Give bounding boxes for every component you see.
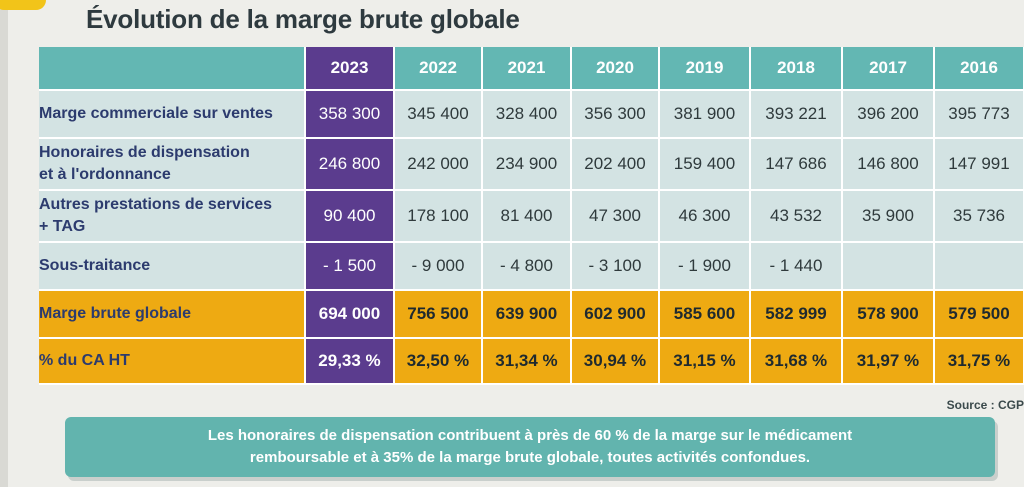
slide-left-edge xyxy=(0,0,8,487)
value-cell-2016: 35 736 xyxy=(934,190,1024,243)
year-header-2021: 2021 xyxy=(482,47,572,91)
year-header-2020: 2020 xyxy=(571,47,660,91)
year-header-row: 2023 2022 2021 2020 2019 2018 2017 2016 xyxy=(39,47,1024,91)
callout-line-2: remboursable et à 35% de la marge brute … xyxy=(249,449,811,466)
value-cell-2020: 47 300 xyxy=(571,190,660,243)
row-label-line: Honoraires de dispensation xyxy=(39,144,250,161)
value-cell-2023: 246 800 xyxy=(305,138,395,191)
row-honoraires: Honoraires de dispensation et à l'ordonna… xyxy=(39,138,1024,191)
value-cell-2020: 202 400 xyxy=(571,138,660,191)
source-note: Source : CGP xyxy=(946,398,1024,412)
value-cell-2018: 582 999 xyxy=(750,290,843,339)
value-cell-2021: 639 900 xyxy=(482,290,572,339)
value-cell-2017: 31,97 % xyxy=(842,338,935,385)
value-cell-2020: - 3 100 xyxy=(571,242,660,291)
row-label: Marge commerciale sur ventes xyxy=(39,90,306,139)
value-cell-2022: - 9 000 xyxy=(394,242,483,291)
row-label-line: Marge commerciale sur ventes xyxy=(39,105,273,122)
value-cell-2022: 178 100 xyxy=(394,190,483,243)
callout-line-1: Les honoraires de dispensation contribue… xyxy=(207,427,853,444)
year-header-2018: 2018 xyxy=(750,47,843,91)
value-cell-2021: 81 400 xyxy=(482,190,572,243)
value-cell-2018: 393 221 xyxy=(750,90,843,139)
value-cell-2016 xyxy=(934,242,1024,291)
value-cell-2022: 32,50 % xyxy=(394,338,483,385)
row-label: Marge brute globale xyxy=(39,290,306,339)
value-cell-2016: 395 773 xyxy=(934,90,1024,139)
row-autres-prestations: Autres prestations de services + TAG 90 40… xyxy=(39,190,1024,243)
value-cell-2020: 356 300 xyxy=(571,90,660,139)
value-cell-2022: 345 400 xyxy=(394,90,483,139)
row-label: Autres prestations de services + TAG xyxy=(39,190,306,243)
value-cell-2020: 602 900 xyxy=(571,290,660,339)
value-cell-2022: 756 500 xyxy=(394,290,483,339)
value-cell-2021: - 4 800 xyxy=(482,242,572,291)
value-cell-2018: - 1 440 xyxy=(750,242,843,291)
value-cell-2023: - 1 500 xyxy=(305,242,395,291)
value-cell-2017: 35 900 xyxy=(842,190,935,243)
value-cell-2021: 31,34 % xyxy=(482,338,572,385)
value-cell-2017: 146 800 xyxy=(842,138,935,191)
row-sous-traitance: Sous-traitance - 1 500- 9 000- 4 800- 3 1… xyxy=(39,242,1024,291)
value-cell-2019: 381 900 xyxy=(659,90,751,139)
slide-title: Évolution de la marge brute globale xyxy=(86,4,520,34)
corner-decoration xyxy=(0,0,46,10)
value-cell-2018: 31,68 % xyxy=(750,338,843,385)
year-header-2017: 2017 xyxy=(842,47,935,91)
callout-box: Les honoraires de dispensation contribue… xyxy=(65,417,995,477)
value-cell-2022: 242 000 xyxy=(394,138,483,191)
year-header-2016: 2016 xyxy=(934,47,1024,91)
value-cell-2021: 234 900 xyxy=(482,138,572,191)
row-marge-brute-globale: Marge brute globale 694 000 756 500 639 900… xyxy=(39,290,1024,339)
value-cell-2019: - 1 900 xyxy=(659,242,751,291)
value-cell-2016: 147 991 xyxy=(934,138,1024,191)
value-cell-2023: 358 300 xyxy=(305,90,395,139)
value-cell-2016: 31,75 % xyxy=(934,338,1024,385)
value-cell-2023: 90 400 xyxy=(305,190,395,243)
value-cell-2021: 328 400 xyxy=(482,90,572,139)
row-label: Honoraires de dispensation et à l'ordonna… xyxy=(39,138,306,191)
year-header-2022: 2022 xyxy=(394,47,483,91)
row-label: Sous-traitance xyxy=(39,242,306,291)
header-corner-cell xyxy=(39,47,306,91)
value-cell-2018: 43 532 xyxy=(750,190,843,243)
row-label-line: Marge brute globale xyxy=(39,305,192,322)
value-cell-2019: 585 600 xyxy=(659,290,751,339)
row-label-line: et à l'ordonnance xyxy=(39,166,171,183)
value-cell-2017 xyxy=(842,242,935,291)
value-cell-2023: 694 000 xyxy=(305,290,395,339)
table-body: Marge commerciale sur ventes 358 300 345 4… xyxy=(39,90,1024,385)
row-label-line: Sous-traitance xyxy=(39,257,151,274)
value-cell-2020: 30,94 % xyxy=(571,338,660,385)
margin-table: 2023 2022 2021 2020 2019 2018 2017 2016 … xyxy=(39,47,1024,385)
value-cell-2017: 396 200 xyxy=(842,90,935,139)
value-cell-2017: 578 900 xyxy=(842,290,935,339)
value-cell-2019: 159 400 xyxy=(659,138,751,191)
row-pct-ca-ht: % du CA HT 29,33 % 32,50 % 31,34 % 30,94 % 31… xyxy=(39,338,1024,385)
value-cell-2018: 147 686 xyxy=(750,138,843,191)
year-header-2019: 2019 xyxy=(659,47,751,91)
year-header-2023: 2023 xyxy=(305,47,395,91)
value-cell-2023: 29,33 % xyxy=(305,338,395,385)
value-cell-2019: 31,15 % xyxy=(659,338,751,385)
row-label-line: + TAG xyxy=(39,218,86,235)
row-label-line: % du CA HT xyxy=(39,352,130,369)
row-marge-commerciale: Marge commerciale sur ventes 358 300 345 4… xyxy=(39,90,1024,139)
row-label-line: Autres prestations de services xyxy=(39,196,272,213)
value-cell-2019: 46 300 xyxy=(659,190,751,243)
row-label: % du CA HT xyxy=(39,338,306,385)
value-cell-2016: 579 500 xyxy=(934,290,1024,339)
